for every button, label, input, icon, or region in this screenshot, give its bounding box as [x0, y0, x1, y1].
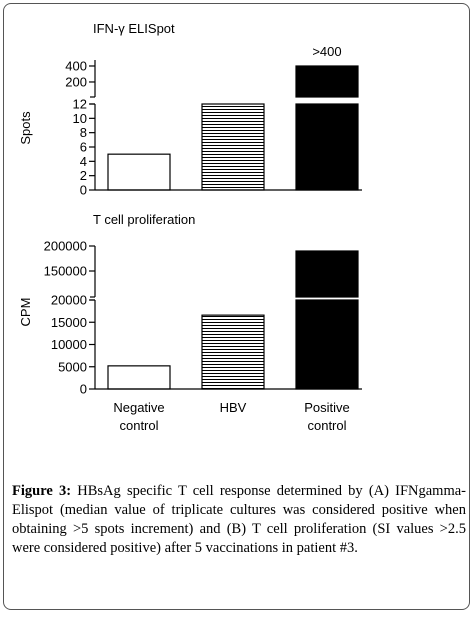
y-tick-label: 2 — [80, 168, 87, 183]
chart-title: IFN-γ ELISpot — [93, 21, 175, 36]
caption-label: Figure 3: — [12, 483, 72, 499]
caption: Figure 3: HBsAg specific T cell response… — [12, 482, 466, 558]
bar — [201, 103, 265, 191]
y-tick-label: 400 — [65, 58, 87, 73]
y-tick-label: 12 — [73, 97, 87, 112]
y-tick-label: 0 — [80, 183, 87, 198]
y-axis-label: CPM — [18, 298, 33, 327]
y-tick-label: 20000 — [51, 293, 87, 308]
bar — [107, 365, 171, 390]
y-tick-label: 10 — [73, 111, 87, 126]
y-tick-label: 150000 — [44, 264, 87, 279]
bar — [295, 103, 359, 191]
y-axis-label: Spots — [18, 111, 33, 145]
bar — [201, 314, 265, 390]
x-tick-label: Positive control — [304, 400, 350, 433]
y-tick-label: 10000 — [51, 337, 87, 352]
figure-frame — [3, 3, 470, 610]
y-tick-label: 0 — [80, 382, 87, 397]
bar — [107, 153, 171, 191]
caption-text: HBsAg specific T cell response determine… — [12, 483, 467, 556]
x-tick-label: Negative control — [113, 400, 164, 433]
bar — [295, 65, 359, 98]
y-tick-label: 4 — [80, 154, 87, 169]
x-tick-label: HBV — [220, 400, 247, 415]
value-label: >400 — [312, 44, 341, 59]
bar — [295, 299, 359, 390]
y-tick-label: 8 — [80, 125, 87, 140]
y-tick-label: 15000 — [51, 315, 87, 330]
y-tick-label: 200000 — [44, 239, 87, 254]
bar — [295, 250, 359, 298]
y-tick-label: 5000 — [58, 359, 87, 374]
chart-title: T cell proliferation — [93, 212, 195, 227]
y-tick-label: 200 — [65, 74, 87, 89]
y-tick-label: 6 — [80, 140, 87, 155]
